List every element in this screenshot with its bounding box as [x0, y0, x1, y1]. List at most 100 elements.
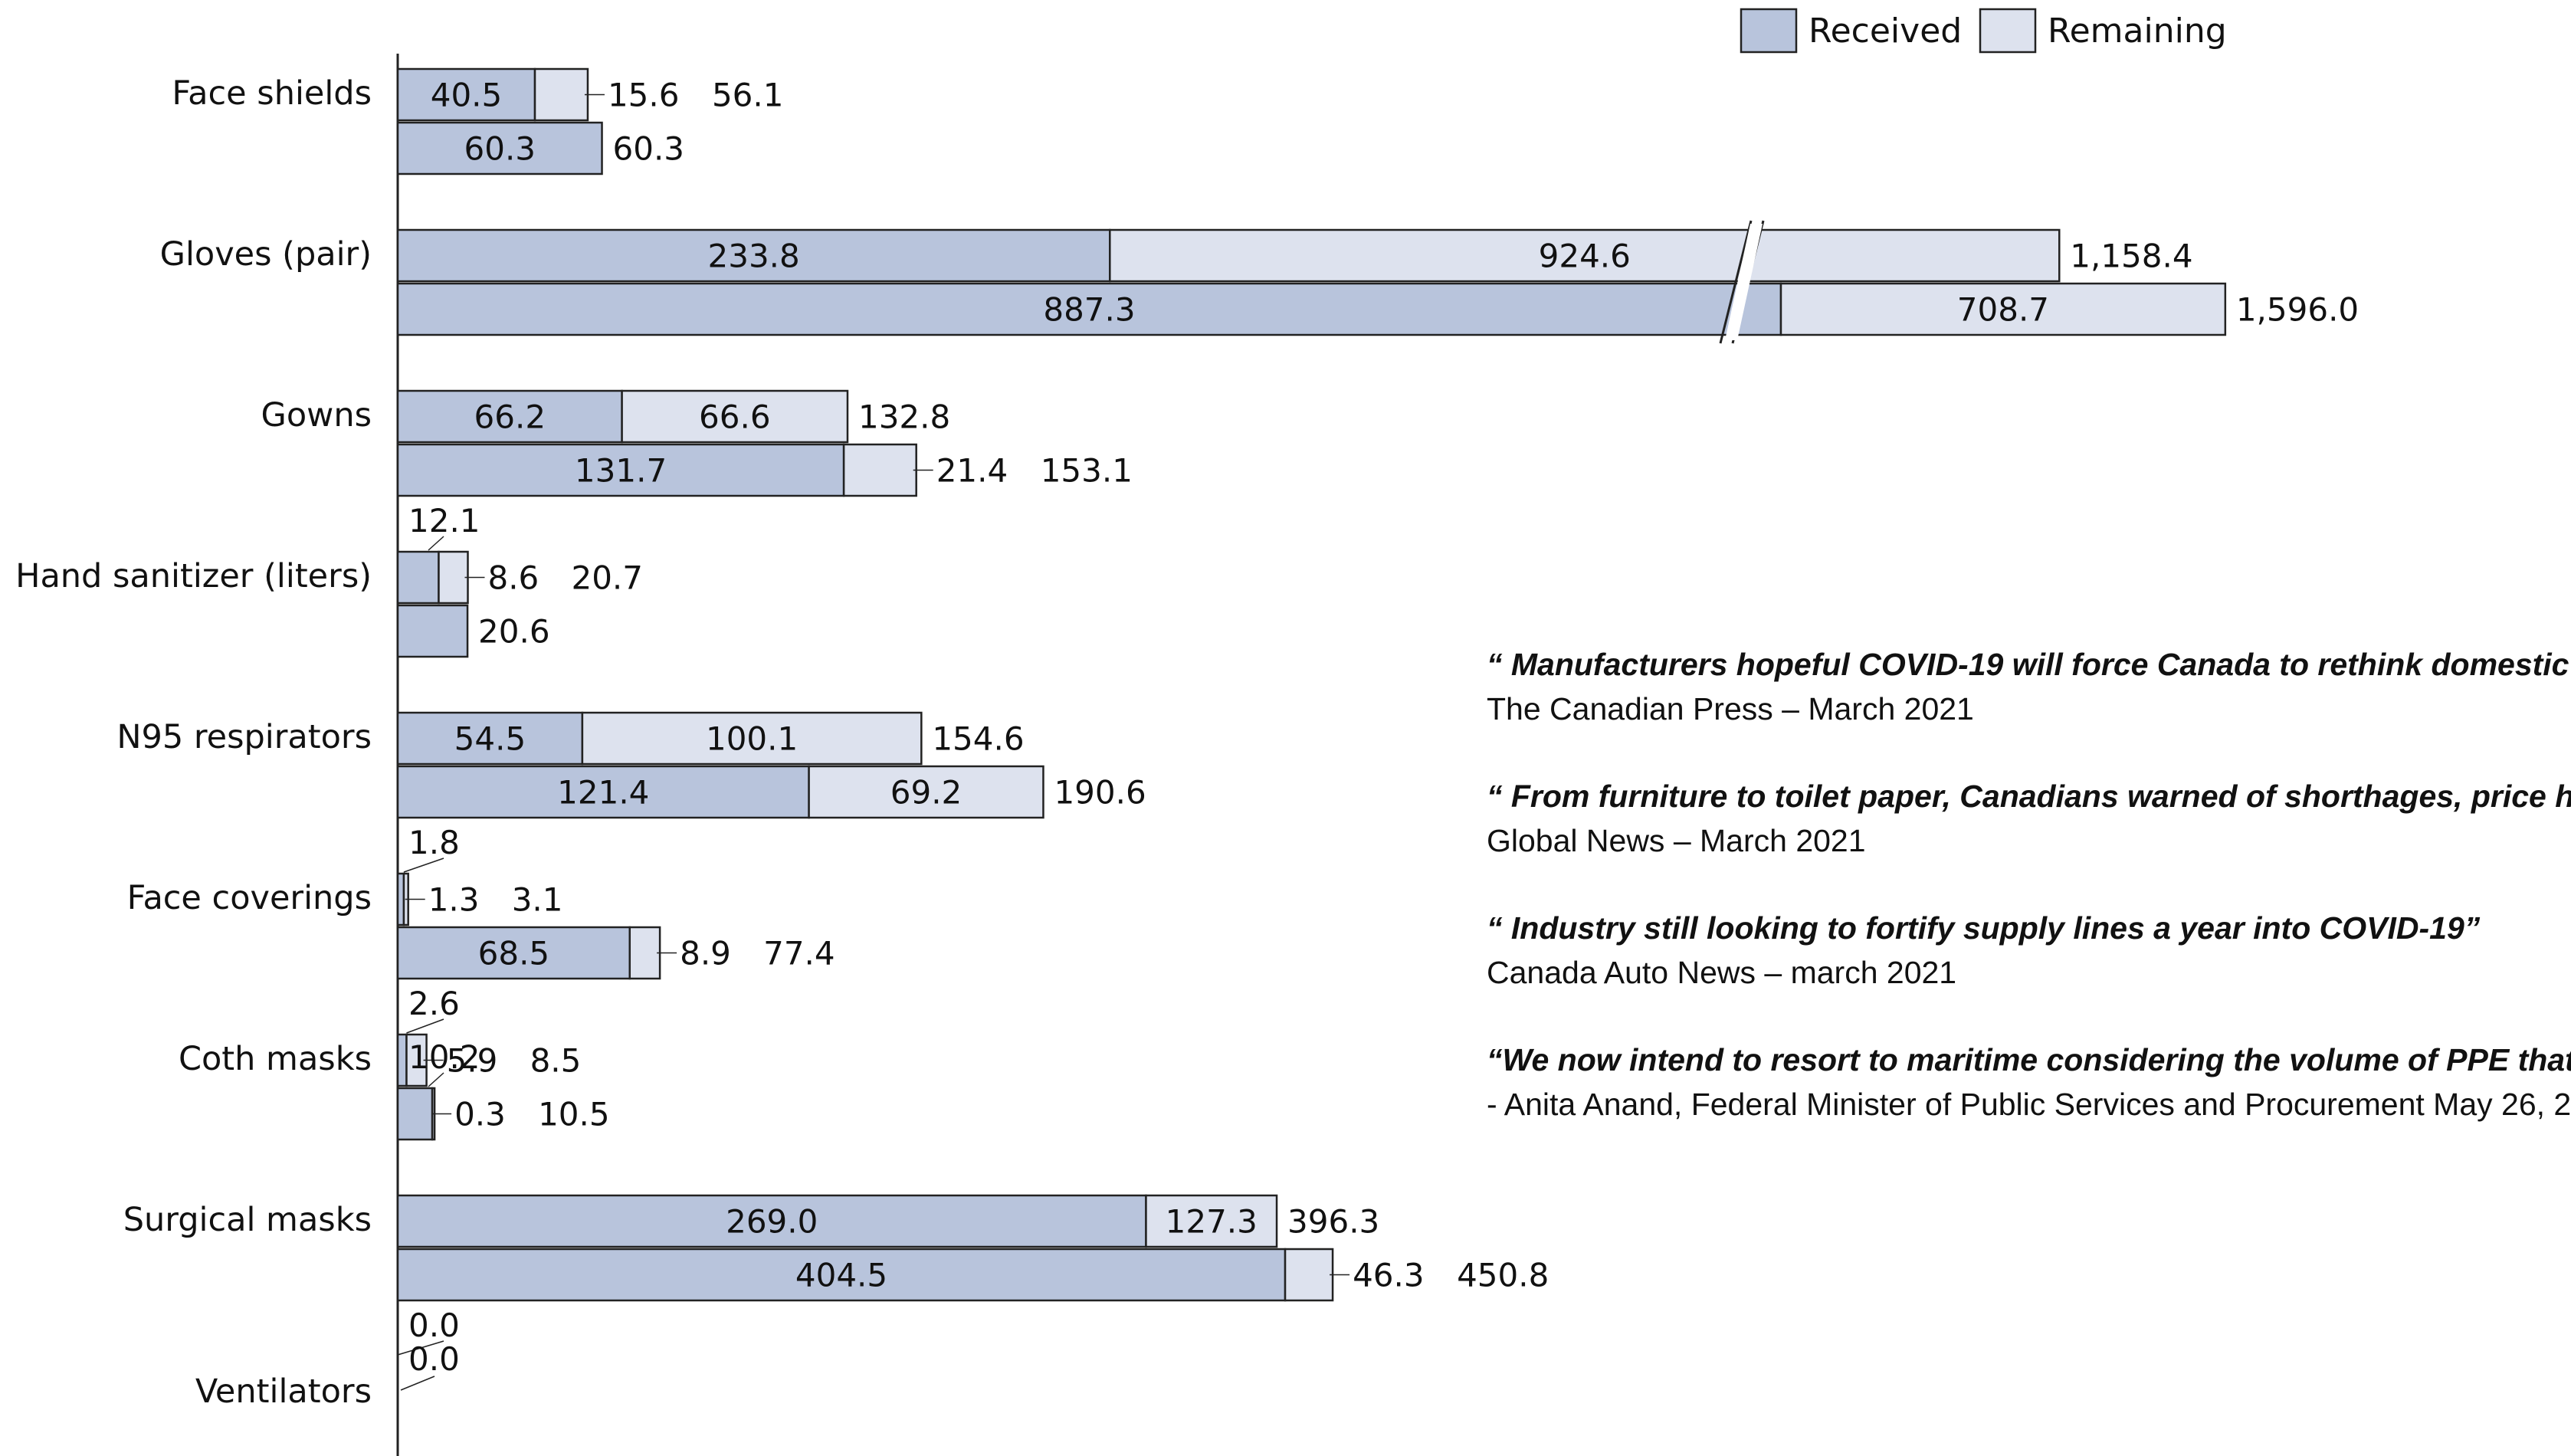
data-label-received: 1.8 — [408, 824, 460, 861]
news-quotes: “ Manufacturers hopeful COVID-19 will fo… — [1487, 642, 2571, 1169]
data-label-received: 131.7 — [575, 452, 667, 490]
bar-received — [396, 1248, 1287, 1302]
data-label-received: 60.3 — [464, 130, 536, 168]
legend-label-remaining: Remaining — [2048, 11, 2227, 51]
data-label-remaining: 924.6 — [1539, 238, 1631, 275]
category-label: Gowns — [261, 396, 372, 435]
bar-received — [396, 121, 603, 175]
data-label-received: 54.5 — [454, 720, 526, 758]
bar-remaining — [621, 389, 849, 444]
data-label-total: 190.6 — [1054, 774, 1146, 812]
category-label: Hand sanitizer (liters) — [15, 557, 372, 595]
legend-swatch-received — [1740, 8, 1798, 54]
data-label-received: 121.4 — [557, 774, 649, 812]
data-label-remaining: 66.6 — [699, 398, 771, 436]
leader-line — [428, 536, 444, 551]
data-label-total: 77.4 — [763, 935, 835, 972]
data-label-total: 8.5 — [530, 1042, 582, 1080]
bar-received — [396, 765, 810, 819]
data-label-received: 269.0 — [726, 1203, 818, 1241]
data-label-received: 887.3 — [1043, 291, 1135, 329]
leader-line — [400, 1376, 435, 1391]
quote-source: The Canadian Press – March 2021 — [1487, 691, 1974, 726]
bar-remaining — [1779, 282, 2227, 336]
data-label-total: 450.8 — [1457, 1257, 1549, 1294]
bar-remaining — [1145, 1194, 1278, 1248]
bar-received — [396, 1033, 408, 1087]
axis-break-mark — [1719, 220, 1753, 344]
leader-line — [403, 858, 444, 873]
data-label-received: 68.5 — [478, 935, 550, 972]
data-label-remaining: 15.6 — [608, 77, 680, 114]
category-label: Ventilators — [195, 1372, 372, 1411]
category-label: Coth masks — [179, 1040, 372, 1078]
bar-remaining — [1109, 228, 2061, 283]
category-label: Face coverings — [127, 879, 372, 917]
data-label-remaining: 8.9 — [680, 935, 731, 972]
quote-text: “We now intend to resort to maritime con… — [1487, 1042, 2571, 1077]
data-label-received: 2.6 — [408, 985, 460, 1022]
data-label-total: 20.6 — [478, 613, 550, 651]
category-label: Surgical masks — [123, 1201, 372, 1239]
data-label-total: 1,596.0 — [2236, 291, 2359, 329]
bar-remaining — [1284, 1248, 1334, 1302]
data-label-total: 10.5 — [538, 1096, 610, 1133]
quote-text: “ Manufacturers hopeful COVID-19 will fo… — [1487, 647, 2571, 682]
data-label-received: 10.2 — [408, 1038, 480, 1076]
data-label-total: 20.7 — [571, 559, 643, 597]
leader-line — [406, 1018, 444, 1034]
category-label: N95 respirators — [116, 718, 372, 756]
data-label-received: 0.0 — [408, 1340, 460, 1378]
bar-remaining — [581, 711, 923, 766]
data-label-total: 60.3 — [613, 130, 685, 168]
bar-received — [396, 1194, 1147, 1248]
data-label-total: 153.1 — [1041, 452, 1133, 490]
axis-break-gap — [1725, 224, 1763, 340]
data-label-total: 3.1 — [512, 881, 563, 919]
data-label-remaining: 69.2 — [890, 774, 962, 812]
bar-received — [396, 604, 469, 658]
data-label-received: 404.5 — [795, 1257, 887, 1294]
legend-label-received: Received — [1809, 11, 1962, 51]
data-label-total: 132.8 — [858, 398, 950, 436]
data-label-remaining: 127.3 — [1166, 1203, 1258, 1241]
bar-remaining — [808, 765, 1044, 819]
leader-line — [397, 1340, 444, 1356]
data-label-remaining: 708.7 — [1957, 291, 2049, 329]
category-label: Face shields — [172, 74, 372, 113]
data-label-received: 66.2 — [474, 398, 546, 436]
chart-legend: Received Remaining — [1740, 8, 2227, 54]
bar-remaining — [533, 67, 589, 122]
data-label-remaining: 46.3 — [1353, 1257, 1425, 1294]
bar-received — [396, 228, 1111, 283]
bar-received — [396, 550, 440, 605]
quote-source: - Anita Anand, Federal Minister of Publi… — [1487, 1087, 2571, 1122]
data-label-total: 56.1 — [712, 77, 784, 114]
data-label-received: 0.0 — [408, 1307, 460, 1344]
bar-received — [396, 1087, 434, 1141]
bar-remaining — [628, 926, 661, 980]
data-label-received: 40.5 — [431, 77, 503, 114]
legend-swatch-remaining — [1979, 8, 2037, 54]
leader-line — [428, 1072, 444, 1087]
category-label: Gloves (pair) — [160, 235, 372, 274]
bar-received — [396, 67, 536, 122]
data-label-remaining: 0.3 — [454, 1096, 506, 1133]
data-label-remaining: 8.6 — [487, 559, 539, 597]
quote-source: Canada Auto News – march 2021 — [1487, 955, 1957, 990]
data-label-remaining: 100.1 — [706, 720, 798, 758]
data-label-remaining: 1.3 — [428, 881, 480, 919]
data-label-total: 1,158.4 — [2070, 238, 2192, 275]
data-label-total: 154.6 — [932, 720, 1024, 758]
data-label-remaining: 21.4 — [936, 452, 1008, 490]
quote-source: Global News – March 2021 — [1487, 823, 1866, 858]
bar-remaining — [842, 443, 917, 497]
data-label-total: 396.3 — [1287, 1203, 1379, 1241]
quote-text: “ Industry still looking to fortify supp… — [1487, 910, 2481, 946]
quote-text: “ From furniture to toilet paper, Canadi… — [1487, 779, 2571, 814]
bar-received — [396, 711, 584, 766]
data-label-received: 233.8 — [708, 238, 800, 275]
data-label-received: 12.1 — [408, 502, 480, 539]
data-label-remaining: 5.9 — [447, 1042, 498, 1080]
